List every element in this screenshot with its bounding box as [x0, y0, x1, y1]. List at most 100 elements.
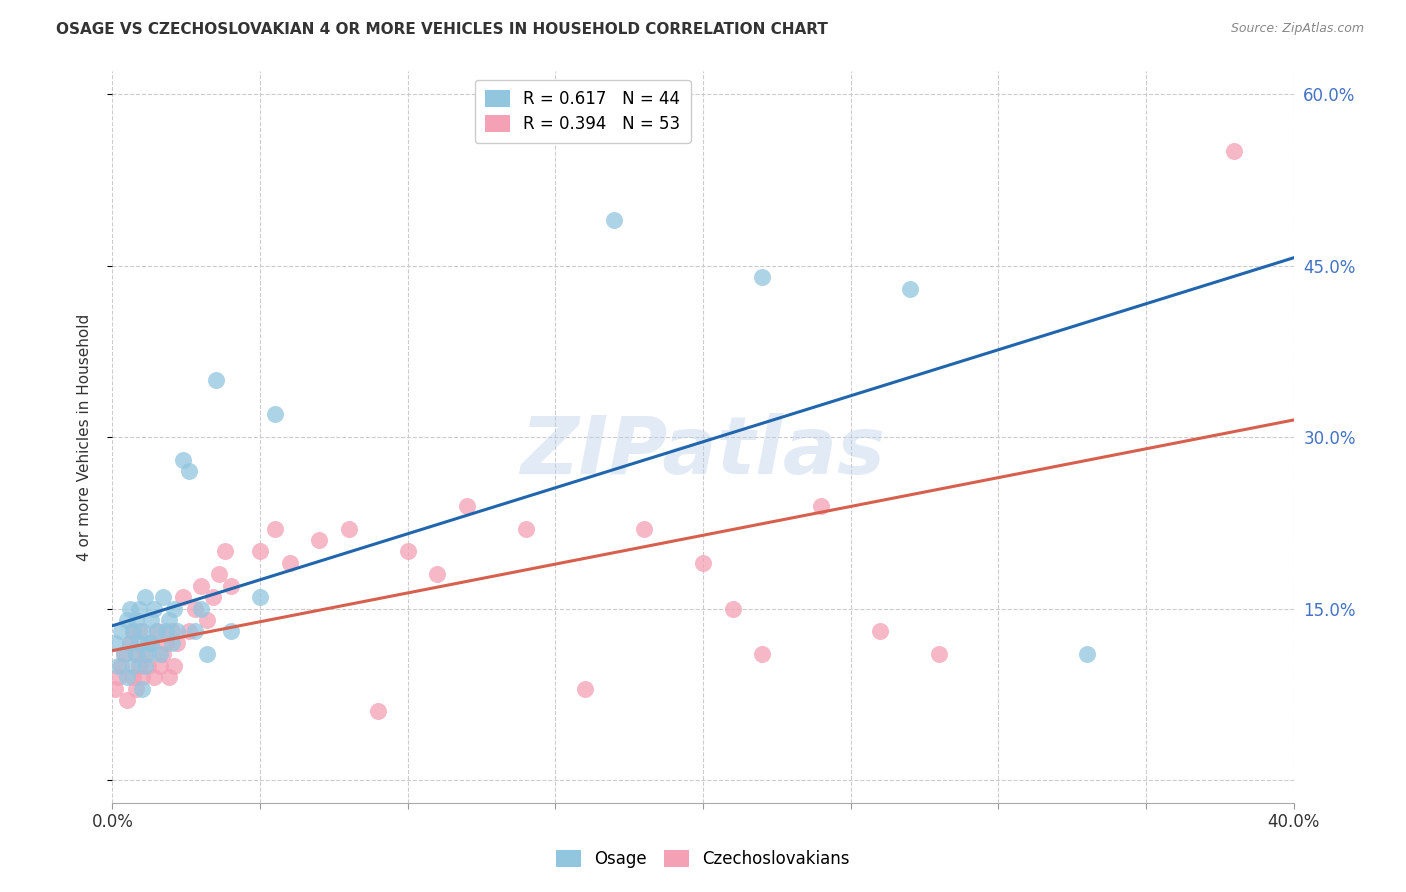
- Point: [107, 670, 129, 684]
- Point: [163, 658, 186, 673]
- Point: [112, 647, 135, 661]
- Point: [157, 670, 180, 684]
- Point: [190, 579, 212, 593]
- Point: [426, 567, 449, 582]
- Point: [107, 658, 129, 673]
- Point: [136, 658, 159, 673]
- Point: [751, 270, 773, 285]
- Point: [201, 590, 224, 604]
- Point: [163, 601, 186, 615]
- Point: [219, 624, 242, 639]
- Point: [155, 624, 177, 639]
- Point: [122, 670, 145, 684]
- Point: [308, 533, 330, 547]
- Point: [367, 705, 389, 719]
- Point: [195, 613, 218, 627]
- Point: [751, 647, 773, 661]
- Point: [160, 624, 183, 639]
- Point: [1223, 145, 1246, 159]
- Point: [396, 544, 419, 558]
- Legend: R = 0.617   N = 44, R = 0.394   N = 53: R = 0.617 N = 44, R = 0.394 N = 53: [475, 79, 690, 143]
- Point: [139, 613, 162, 627]
- Point: [574, 681, 596, 696]
- Point: [195, 647, 218, 661]
- Y-axis label: 4 or more Vehicles in Household: 4 or more Vehicles in Household: [77, 313, 91, 561]
- Point: [155, 636, 177, 650]
- Text: ZIPatlas: ZIPatlas: [520, 413, 886, 491]
- Point: [1076, 647, 1098, 661]
- Point: [515, 521, 537, 535]
- Point: [136, 636, 159, 650]
- Point: [205, 373, 228, 387]
- Point: [128, 658, 150, 673]
- Point: [184, 624, 207, 639]
- Point: [898, 281, 921, 295]
- Point: [928, 647, 950, 661]
- Point: [125, 613, 148, 627]
- Point: [456, 499, 478, 513]
- Point: [179, 624, 201, 639]
- Point: [128, 624, 150, 639]
- Point: [149, 647, 172, 661]
- Point: [869, 624, 891, 639]
- Point: [264, 521, 287, 535]
- Point: [120, 636, 142, 650]
- Point: [249, 590, 271, 604]
- Point: [110, 658, 132, 673]
- Point: [142, 670, 165, 684]
- Point: [152, 647, 174, 661]
- Point: [122, 624, 145, 639]
- Point: [131, 681, 153, 696]
- Point: [139, 636, 162, 650]
- Point: [104, 681, 127, 696]
- Point: [157, 613, 180, 627]
- Point: [120, 601, 142, 615]
- Point: [179, 464, 201, 478]
- Point: [190, 601, 212, 615]
- Point: [692, 556, 714, 570]
- Point: [110, 624, 132, 639]
- Point: [146, 624, 169, 639]
- Point: [166, 636, 188, 650]
- Point: [249, 544, 271, 558]
- Text: OSAGE VS CZECHOSLOVAKIAN 4 OR MORE VEHICLES IN HOUSEHOLD CORRELATION CHART: OSAGE VS CZECHOSLOVAKIAN 4 OR MORE VEHIC…: [56, 22, 828, 37]
- Point: [172, 453, 194, 467]
- Point: [172, 590, 194, 604]
- Point: [136, 647, 159, 661]
- Point: [146, 624, 169, 639]
- Point: [149, 658, 172, 673]
- Point: [264, 407, 287, 421]
- Point: [208, 567, 231, 582]
- Point: [131, 670, 153, 684]
- Point: [337, 521, 360, 535]
- Point: [633, 521, 655, 535]
- Point: [134, 658, 156, 673]
- Point: [128, 636, 150, 650]
- Point: [810, 499, 832, 513]
- Point: [112, 647, 135, 661]
- Point: [122, 624, 145, 639]
- Point: [117, 693, 138, 707]
- Point: [219, 579, 242, 593]
- Point: [131, 624, 153, 639]
- Point: [214, 544, 236, 558]
- Point: [125, 681, 148, 696]
- Point: [134, 647, 156, 661]
- Point: [125, 647, 148, 661]
- Point: [134, 590, 156, 604]
- Point: [184, 601, 207, 615]
- Point: [122, 658, 145, 673]
- Point: [721, 601, 744, 615]
- Point: [125, 647, 148, 661]
- Point: [139, 636, 162, 650]
- Point: [142, 601, 165, 615]
- Point: [117, 613, 138, 627]
- Point: [603, 213, 626, 227]
- Point: [117, 670, 138, 684]
- Point: [166, 624, 188, 639]
- Point: [104, 636, 127, 650]
- Point: [278, 556, 301, 570]
- Point: [120, 636, 142, 650]
- Legend: Osage, Czechoslovakians: Osage, Czechoslovakians: [550, 843, 856, 875]
- Point: [128, 601, 150, 615]
